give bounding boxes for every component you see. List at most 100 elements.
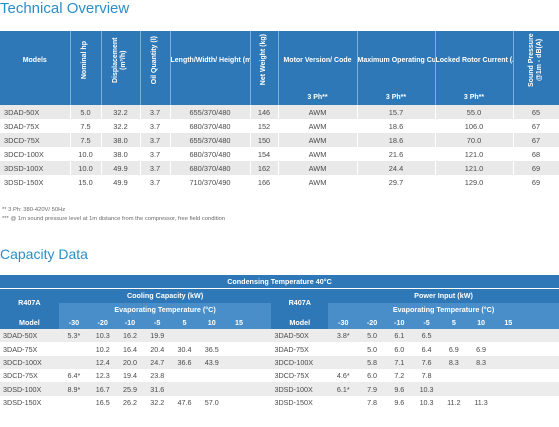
value-cell: 21.6	[357, 147, 436, 161]
power-value-cell: 5.0	[358, 329, 386, 343]
col-sound-pressure: Sound Pressure @1m - dB(A)	[513, 31, 559, 92]
cooling-value-cell: 57.0	[198, 395, 226, 409]
power-value-cell	[328, 395, 359, 409]
model-cell: 3DCD-75X	[0, 369, 59, 383]
value-cell: 3.7	[140, 161, 171, 175]
cooling-capacity-header: Cooling Capacity (kW)	[58, 288, 272, 303]
col-locked-rotor-current: Locked Rotor Current (A)	[435, 31, 514, 92]
cooling-value-cell: 19.4	[116, 369, 144, 383]
power-value-cell: 11.2	[440, 395, 468, 409]
power-value-cell: 6.1*	[328, 382, 359, 396]
evap-temp-cooling: 15	[225, 315, 253, 330]
sub-blank	[0, 92, 71, 105]
value-cell: 32.2	[101, 105, 141, 119]
value-cell: 32.2	[101, 119, 141, 133]
value-cell: 38.0	[101, 147, 141, 161]
power-value-cell	[440, 382, 468, 396]
value-cell: 106.0	[435, 119, 514, 133]
model-column-header: Model	[0, 315, 59, 330]
table-row: 3DAD-75X 10.2 16.4 20.4 30.4 36.5 3DAD-75X 5.0 6…	[0, 342, 559, 356]
value-cell: 166	[250, 175, 279, 189]
value-cell: AWM	[278, 105, 358, 119]
value-cell: 3.7	[140, 105, 171, 119]
table-row: 3DCD-100X 12.4 20.0 24.7 36.6 43.9 3DCD-100X 5.…	[0, 355, 559, 370]
table-row: 3DSD-100X 10.0 49.9 3.7 680/370/480 162 AWM 24.…	[0, 161, 559, 175]
power-value-cell	[467, 382, 495, 396]
value-cell: 15.7	[357, 105, 436, 119]
model-cell: 3DSD-150X	[0, 395, 59, 409]
cooling-value-cell: 12.4	[89, 355, 117, 370]
footnote-phase: ** 3 Ph: 380-420V/ 50Hz	[2, 207, 66, 213]
refrigerant-label-right: R407A	[271, 288, 329, 316]
power-value-cell	[328, 342, 359, 356]
model-cell: 3DSD-150X	[271, 395, 329, 409]
model-cell: 3DSD-100X	[0, 382, 59, 396]
value-cell: 655/370/480	[170, 133, 251, 147]
power-value-cell: 7.8	[358, 395, 386, 409]
cooling-value-cell: 8.9*	[58, 382, 90, 396]
value-cell: 69	[513, 175, 559, 189]
sub-lra-phase: 3 Ph**	[435, 92, 514, 105]
model-cell: 3DAD-75X	[0, 342, 59, 356]
power-value-cell: 4.6*	[328, 369, 359, 383]
power-value-cell: 6.9	[440, 342, 468, 356]
value-cell: 3.7	[140, 133, 171, 147]
cooling-value-cell	[170, 369, 199, 383]
power-input-header: Power Input (kW)	[328, 288, 559, 303]
value-cell: 5.0	[70, 105, 102, 119]
model-cell: 3DAD-75X	[271, 342, 329, 356]
table-row: 3DCD-100X 10.0 38.0 3.7 680/370/480 154 AWM 21.…	[0, 147, 559, 161]
value-cell: 70.0	[435, 133, 514, 147]
value-cell: AWM	[278, 119, 358, 133]
cooling-value-cell	[198, 369, 226, 383]
table-row: 3DCD-75X 6.4* 12.3 19.4 23.8 3DCD-75X 4.6* 6.0 7…	[0, 369, 559, 383]
value-cell: 55.0	[435, 105, 514, 119]
model-cell: 3DAD-50X	[271, 329, 329, 343]
value-cell: 154	[250, 147, 279, 161]
power-value-cell	[494, 369, 522, 383]
row-spacer	[252, 382, 272, 396]
power-value-cell: 7.6	[412, 355, 441, 370]
value-cell: 18.6	[357, 119, 436, 133]
sub-motor-phase: 3 Ph**	[278, 92, 358, 105]
cooling-value-cell: 31.6	[143, 382, 171, 396]
cooling-value-cell	[198, 382, 226, 396]
value-cell: 49.9	[101, 175, 141, 189]
model-cell: 3DSD-100X	[271, 382, 329, 396]
row-spacer	[521, 395, 559, 409]
col-dimensions: Length/Width/ Height (mm)	[170, 31, 251, 92]
power-value-cell	[440, 369, 468, 383]
value-cell: 680/370/480	[170, 161, 251, 175]
evap-temp-cooling: 5	[170, 315, 199, 330]
model-cell: 3DCD-100X	[0, 147, 71, 161]
col-max-operating-current: Maximum Operating Current (A)	[357, 31, 436, 92]
value-cell: 655/370/480	[170, 105, 251, 119]
value-cell: 38.0	[101, 133, 141, 147]
value-cell: 121.0	[435, 147, 514, 161]
table-row: 3DSD-150X 15.0 49.9 3.7 710/370/490 166 AWM 29.…	[0, 175, 559, 189]
col-displacement: Displacement (m³/h)	[101, 31, 141, 92]
cooling-value-cell	[198, 329, 226, 343]
power-value-cell	[467, 329, 495, 343]
table-row: 3DAD-50X 5.0 32.2 3.7 655/370/480 146 AWM 15.7 5…	[0, 105, 559, 119]
cooling-value-cell: 43.9	[198, 355, 226, 370]
row-spacer	[252, 355, 272, 370]
power-value-cell	[494, 395, 522, 409]
cooling-value-cell: 16.7	[89, 382, 117, 396]
cooling-value-cell	[225, 382, 253, 396]
cooling-value-cell: 47.6	[170, 395, 199, 409]
row-spacer	[521, 369, 559, 383]
evap-temp-power: 15	[494, 315, 522, 330]
evap-temp-power: 5	[440, 315, 468, 330]
table-row: 3DCD-75X 7.5 38.0 3.7 655/370/480 150 AWM 18.6 7…	[0, 133, 559, 147]
power-value-cell	[328, 355, 359, 370]
cooling-value-cell: 16.4	[116, 342, 144, 356]
row-spacer	[521, 329, 559, 343]
value-cell: 10.0	[70, 147, 102, 161]
value-cell: 69	[513, 161, 559, 175]
value-cell: 7.5	[70, 119, 102, 133]
cooling-value-cell	[58, 342, 90, 356]
power-value-cell: 7.9	[358, 382, 386, 396]
model-cell: 3DCD-75X	[271, 369, 329, 383]
cooling-value-cell	[225, 355, 253, 370]
